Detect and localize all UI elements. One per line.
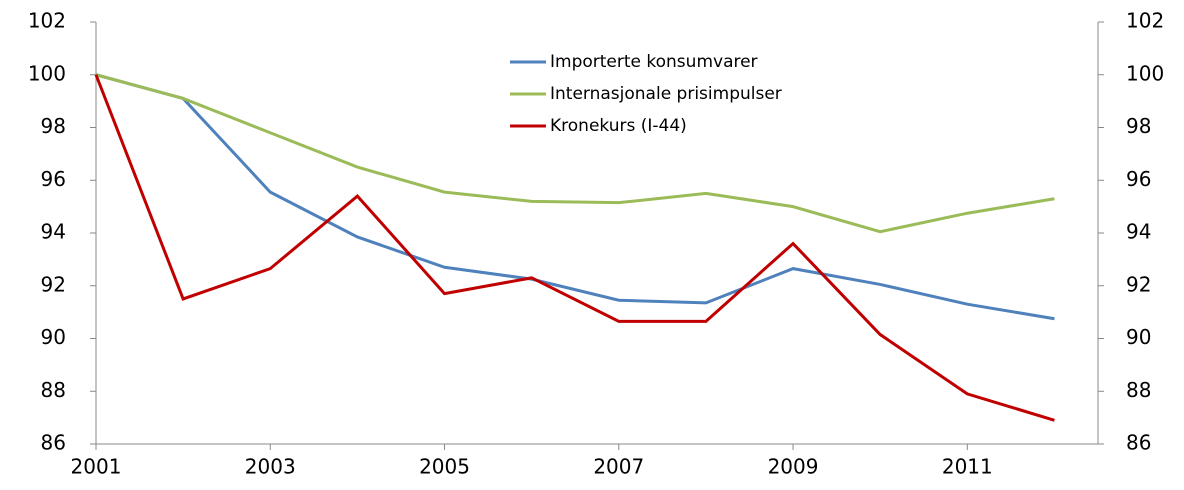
y-tick-label: 98 (41, 114, 66, 138)
y2-tick-label: 86 (1126, 431, 1151, 455)
series-line (95, 73, 1055, 321)
series-line (94, 74, 1055, 422)
x-tick-label: 2011 (942, 455, 993, 479)
y-tick-label: 94 (41, 220, 66, 244)
y-tick-label: 92 (41, 272, 66, 296)
y-tick-label: 86 (41, 431, 66, 455)
legend-label: Importerte konsumvarer (550, 52, 758, 72)
y2-tick-label: 90 (1126, 325, 1151, 349)
y2-tick-label: 92 (1126, 272, 1151, 296)
legend-label: Kronekurs (I-44) (550, 116, 687, 136)
y-tick-label: 88 (41, 378, 66, 402)
y2-tick-label: 94 (1126, 220, 1151, 244)
y2-tick-label: 98 (1126, 114, 1151, 138)
y2-tick-label: 100 (1126, 61, 1164, 85)
x-tick-label: 2003 (245, 455, 296, 479)
y-tick-label: 90 (41, 325, 66, 349)
y-tick-label: 96 (41, 167, 66, 191)
y-tick-label: 102 (28, 9, 66, 33)
x-tick-label: 2009 (768, 455, 819, 479)
legend-label: Internasjonale prisimpulser (550, 84, 782, 104)
x-tick-label: 2005 (419, 455, 470, 479)
y2-tick-label: 96 (1126, 167, 1151, 191)
y-tick-label: 100 (28, 61, 66, 85)
x-tick-label: 2007 (593, 455, 644, 479)
y2-tick-label: 102 (1126, 9, 1164, 33)
y2-tick-label: 88 (1126, 378, 1151, 402)
x-tick-label: 2001 (71, 455, 122, 479)
series-line (95, 73, 1055, 234)
